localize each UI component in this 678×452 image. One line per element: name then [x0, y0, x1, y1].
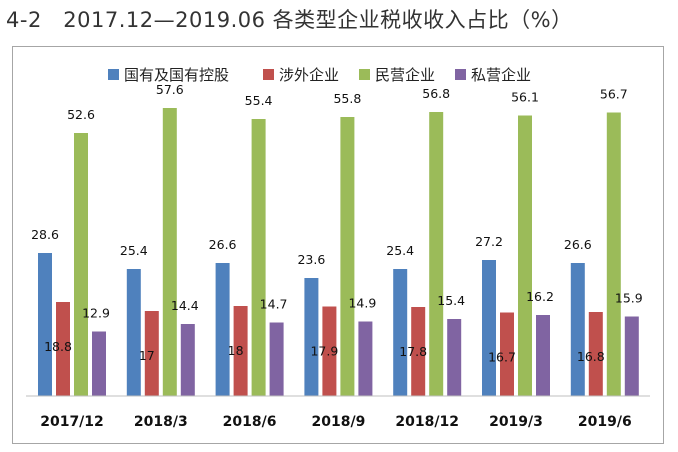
- legend: 国有及国有控股 涉外企业 民营企业 私营企业: [108, 66, 531, 84]
- legend-label-1: 涉外企业: [279, 66, 339, 84]
- bar-2018/3-涉外企业: [144, 311, 159, 396]
- data-label: 16.7: [488, 350, 516, 365]
- bar-2018/6-私营企业: [269, 322, 284, 396]
- data-label: 27.2: [475, 234, 503, 249]
- bar-2019/6-涉外企业: [588, 312, 603, 396]
- bar-2018/9-私营企业: [358, 321, 373, 396]
- data-label: 16.8: [577, 349, 605, 364]
- chart-title: 4-2 2017.12—2019.06 各类型企业税收收入占比（%）: [6, 8, 573, 32]
- bar-2018/3-国有及国有控股: [126, 269, 141, 396]
- bar-2019/6-民营企业: [606, 112, 621, 396]
- bar-2017/12-民营企业: [74, 133, 88, 396]
- bar-2017/12-私营企业: [92, 331, 106, 396]
- legend-label-0: 国有及国有控股: [124, 66, 229, 84]
- bar-2019/6-国有及国有控股: [570, 263, 585, 396]
- bar-2018/6-涉外企业: [233, 306, 248, 396]
- category-label: 2018/12: [395, 414, 459, 430]
- data-label: 25.4: [386, 243, 414, 258]
- chart-frame: [12, 46, 664, 444]
- data-label: 26.6: [564, 237, 592, 252]
- data-label: 18: [228, 343, 244, 358]
- category-label: 2019/3: [489, 414, 543, 430]
- category-labels: 2017/12 2018/3 2018/6 2018/9 2018/12 2019/3 20…: [40, 414, 631, 430]
- bar-2018/12-涉外企业: [411, 307, 426, 396]
- data-label: 15.9: [615, 291, 643, 306]
- bar-2017/12-国有及国有控股: [38, 253, 52, 396]
- bar-2018/6-民营企业: [251, 119, 266, 396]
- bar-2019/3-民营企业: [518, 115, 532, 396]
- data-label: 25.4: [120, 243, 148, 258]
- data-label: 55.4: [245, 93, 273, 108]
- category-label: 2019/6: [578, 414, 632, 430]
- data-label: 17: [139, 348, 155, 363]
- bar-2019/3-私营企业: [536, 315, 550, 396]
- bar-2019/3-国有及国有控股: [482, 260, 496, 396]
- bar-2019/6-私营企业: [624, 316, 639, 396]
- bar-2018/9-国有及国有控股: [304, 278, 319, 396]
- bar-2018/9-涉外企业: [322, 306, 337, 396]
- data-label: 17.9: [310, 344, 338, 359]
- bar-2018/3-民营企业: [162, 108, 177, 396]
- data-label: 57.6: [156, 82, 184, 97]
- data-label: 28.6: [31, 227, 59, 242]
- data-label: 18.8: [44, 339, 72, 354]
- data-label: 52.6: [67, 107, 95, 122]
- legend-swatch-1: [263, 69, 274, 80]
- data-label: 14.7: [260, 297, 288, 312]
- category-label: 2018/3: [134, 414, 188, 430]
- legend-swatch-2: [359, 69, 370, 80]
- bar-2018/9-民营企业: [340, 117, 355, 396]
- category-label: 2018/9: [311, 414, 365, 430]
- bar-2018/3-私营企业: [180, 324, 195, 396]
- data-label: 55.8: [333, 91, 361, 106]
- category-label: 2018/6: [223, 414, 277, 430]
- legend-label-2: 民营企业: [375, 66, 435, 84]
- bars: [38, 108, 639, 396]
- data-label: 26.6: [209, 237, 237, 252]
- data-label: 16.2: [526, 289, 554, 304]
- data-label: 15.4: [437, 293, 465, 308]
- data-label: 56.1: [511, 90, 539, 105]
- data-label: 12.9: [82, 306, 110, 321]
- legend-label-3: 私营企业: [471, 66, 531, 84]
- data-label: 56.7: [600, 87, 628, 102]
- bar-2018/12-民营企业: [429, 112, 444, 396]
- data-label: 17.8: [399, 344, 427, 359]
- bar-2019/3-涉外企业: [500, 312, 514, 396]
- bar-2017/12-涉外企业: [56, 302, 70, 396]
- data-labels: 28.6 18.8 52.6 12.9 25.4 17 57.6 14.4 26.6 18 55.4…: [31, 82, 643, 365]
- bar-2018/12-私营企业: [447, 319, 462, 396]
- data-label: 14.4: [171, 298, 199, 313]
- data-label: 56.8: [422, 86, 450, 101]
- bar-2018/12-国有及国有控股: [393, 269, 408, 396]
- legend-swatch-0: [108, 69, 119, 80]
- category-label: 2017/12: [40, 414, 104, 430]
- data-label: 14.9: [348, 296, 376, 311]
- legend-swatch-3: [455, 69, 466, 80]
- data-label: 23.6: [297, 252, 325, 267]
- bar-2018/6-国有及国有控股: [215, 263, 230, 396]
